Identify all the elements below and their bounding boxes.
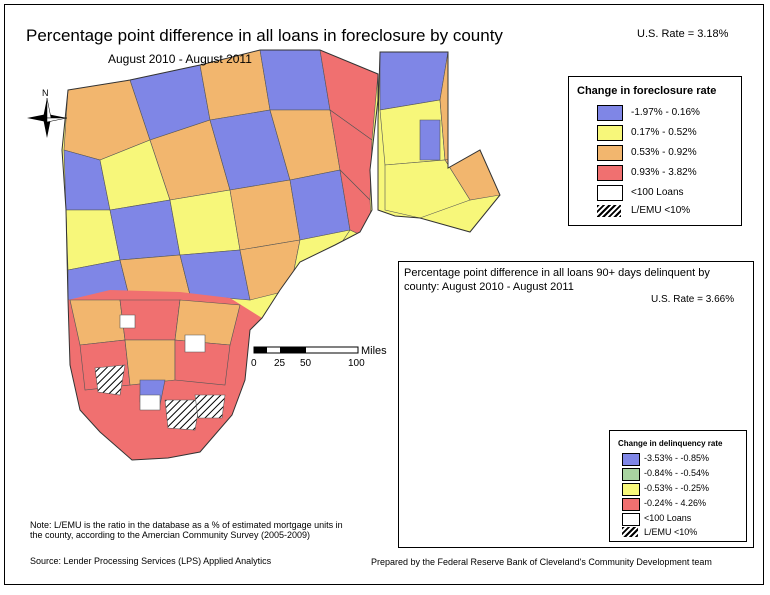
legend-swatch (597, 165, 623, 181)
legend-item-label: L/EMU <10% (631, 205, 691, 216)
inset-title: Percentage point difference in all loans… (404, 267, 710, 293)
legend-swatch (622, 453, 640, 466)
scale-tick: 100 (348, 358, 365, 369)
legend-item-label: -0.84% - -0.54% (644, 468, 710, 478)
legend-swatch (622, 483, 640, 496)
legend-title: Change in foreclosure rate (577, 85, 717, 97)
north-label: N (42, 88, 49, 98)
map-subtitle: August 2010 - August 2011 (108, 52, 252, 66)
legend-swatch (597, 105, 623, 121)
legend-item-label: <100 Loans (644, 513, 692, 523)
legend-swatch (597, 185, 623, 201)
legend-item-label: -0.53% - -0.25% (644, 483, 710, 493)
legend-swatch (597, 145, 623, 161)
legend-item-label: 0.17% - 0.52% (631, 127, 697, 138)
legend-swatch-hatch (597, 205, 621, 217)
scale-tick: 50 (300, 358, 312, 369)
legend-item-label: <100 Loans (631, 187, 684, 198)
north-arrow-icon (27, 97, 68, 138)
legend-swatch (622, 513, 640, 526)
legend-swatch (622, 468, 640, 481)
legend-swatch-hatch (622, 527, 638, 537)
footnote: Note: L/EMU is the ratio in the database… (30, 520, 343, 540)
legend-item-label: L/EMU <10% (644, 527, 698, 537)
foreclosure-legend: Change in foreclosure rate -1.97% - 0.16… (568, 76, 742, 226)
map-title: Percentage point difference in all loans… (26, 26, 503, 45)
inset-legend-title: Change in delinquency rate (618, 439, 723, 448)
prepared-by-note: Prepared by the Federal Reserve Bank of … (371, 557, 712, 567)
source-note: Source: Lender Processing Services (LPS)… (30, 556, 272, 566)
legend-item-label: 0.93% - 3.82% (631, 167, 697, 178)
inset-panel: Percentage point difference in all loans… (398, 261, 754, 548)
main-map-pa (378, 52, 500, 232)
scale-tick: 0 (251, 358, 257, 369)
legend-item-label: -3.53% - -0.85% (644, 453, 710, 463)
scale-bar (253, 346, 359, 354)
legend-item-label: -0.24% - 4.26% (644, 498, 707, 508)
inset-us-rate: U.S. Rate = 3.66% (651, 294, 735, 305)
us-rate: U.S. Rate = 3.18% (637, 28, 729, 40)
delinquency-legend: Change in delinquency rate -3.53% - -0.8… (609, 430, 747, 542)
legend-swatch (597, 125, 623, 141)
legend-swatch (622, 498, 640, 511)
main-map-wv (68, 290, 262, 460)
legend-item-label: 0.53% - 0.92% (631, 147, 697, 158)
scale-tick: 25 (274, 358, 286, 369)
legend-item-label: -1.97% - 0.16% (631, 107, 700, 118)
scale-unit: Miles (361, 345, 387, 357)
